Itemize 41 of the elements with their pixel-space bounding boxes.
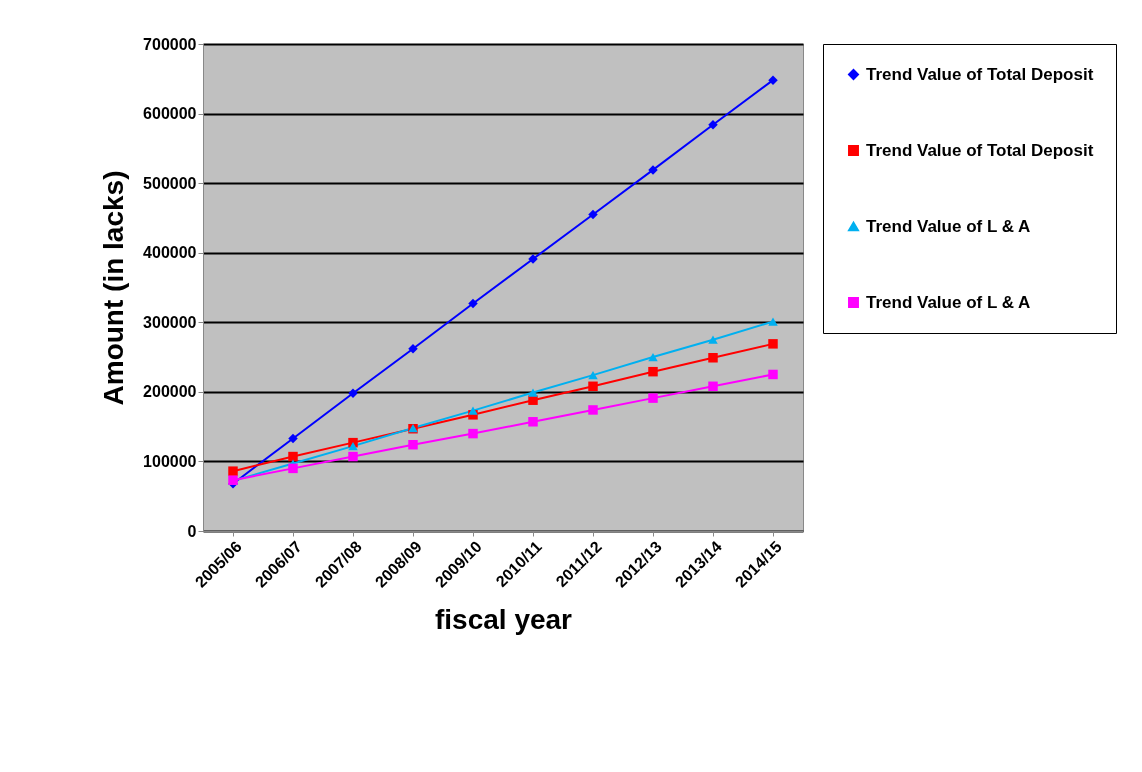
point bbox=[408, 343, 418, 354]
x-axis-title: fiscal year bbox=[435, 603, 573, 635]
point bbox=[708, 119, 718, 130]
point bbox=[528, 417, 538, 427]
point bbox=[588, 405, 598, 415]
point bbox=[648, 366, 658, 377]
y-tick-label: 100000 bbox=[143, 452, 197, 470]
point bbox=[768, 317, 778, 326]
legend-label: Trend Value of Total Deposit bbox=[866, 140, 1094, 160]
point bbox=[288, 451, 298, 462]
point bbox=[348, 451, 358, 462]
point bbox=[708, 353, 718, 363]
point bbox=[708, 335, 718, 344]
point bbox=[348, 442, 358, 451]
point bbox=[468, 406, 478, 415]
y-tick-label: 300000 bbox=[143, 313, 197, 331]
legend-label: Trend Value of L & A bbox=[866, 292, 1031, 312]
y-axis-title: Amount (in lacks) bbox=[98, 170, 130, 406]
point bbox=[288, 433, 298, 444]
y-tick-label: 500000 bbox=[143, 174, 197, 192]
y-tick-label: 0 bbox=[187, 522, 197, 540]
point bbox=[468, 428, 478, 439]
point bbox=[588, 371, 598, 380]
point bbox=[468, 298, 478, 309]
legend-label: Trend Value of Total Deposit bbox=[866, 64, 1094, 84]
point bbox=[228, 466, 238, 476]
point bbox=[588, 209, 598, 220]
point bbox=[408, 439, 418, 450]
point bbox=[528, 388, 538, 397]
y-tick-label: 400000 bbox=[143, 244, 197, 262]
point bbox=[648, 393, 658, 403]
point bbox=[768, 339, 778, 349]
point bbox=[648, 352, 658, 362]
point bbox=[288, 463, 298, 474]
y-tick-label: 200000 bbox=[143, 383, 197, 401]
point bbox=[768, 369, 778, 380]
legend-label: Trend Value of L & A bbox=[866, 216, 1031, 236]
y-tick-label: 700000 bbox=[143, 35, 197, 53]
point bbox=[588, 381, 598, 392]
point bbox=[708, 381, 718, 392]
y-tick-label: 600000 bbox=[143, 105, 197, 123]
